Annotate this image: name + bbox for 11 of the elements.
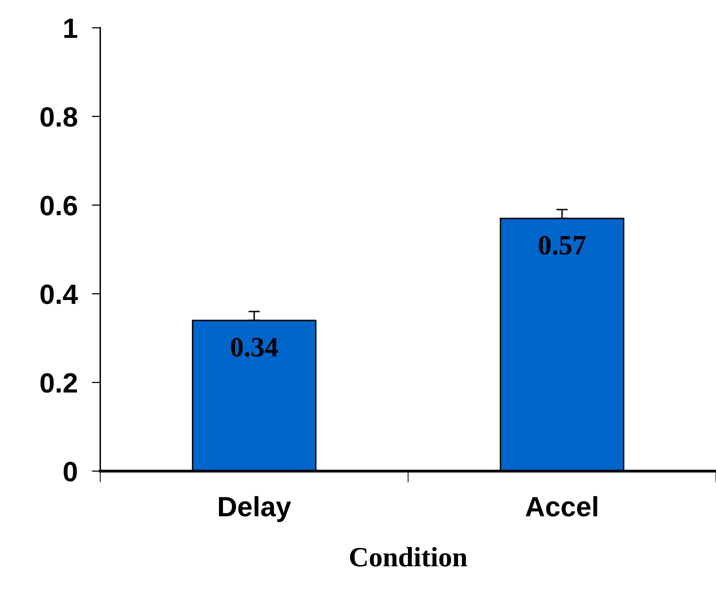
data-label: 0.57 xyxy=(538,236,586,255)
x-tick-label: Delay xyxy=(218,496,292,522)
y-tick-label: 0.6 xyxy=(40,196,78,216)
data-label: 0.34 xyxy=(230,338,278,357)
y-tick-label: 0.2 xyxy=(40,373,77,393)
y-tick-label: 1 xyxy=(64,18,78,38)
x-tick-label: Accel xyxy=(526,496,598,517)
y-tick-label: 0 xyxy=(64,462,77,482)
x-axis-title: Condition xyxy=(350,547,468,567)
y-tick-label: 0.8 xyxy=(40,107,78,127)
y-tick-label: 0.4 xyxy=(40,284,78,304)
